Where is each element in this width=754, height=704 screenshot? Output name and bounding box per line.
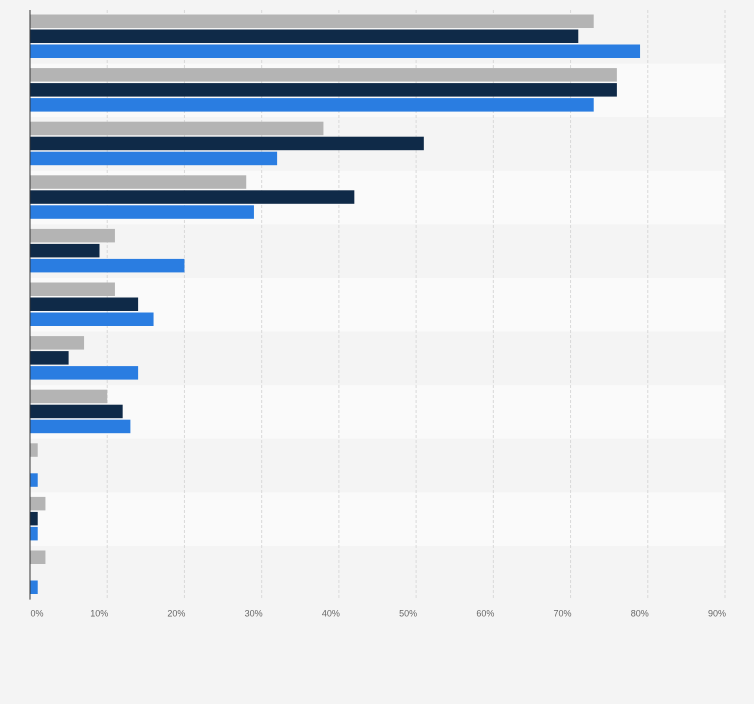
bar-series-1-row-7 [30,336,85,350]
bar-series-2-row-5 [30,243,100,258]
x-tick-label: 10% [90,609,108,619]
bar-series-1-row-6 [30,282,115,296]
row-band [30,385,725,439]
bar-series-3-row-7 [30,366,139,380]
row-band [30,546,725,600]
x-tick-label: 30% [245,609,263,619]
bar-series-3-row-11 [30,580,38,594]
bar-series-2-row-4 [30,190,355,204]
x-tick-label: 80% [631,609,649,619]
x-tick-label: 40% [322,609,340,619]
bar-series-2-row-1 [30,29,579,43]
bar-series-1-row-8 [30,389,108,404]
row-band [30,492,725,546]
x-tick-labels: 0% 10% 20% 30% 40% 50% 60% 70% 80% 90% [30,609,726,619]
bar-series-3-row-2 [30,98,594,112]
x-tick-label: 90% [708,609,726,619]
bar-series-2-row-10 [30,511,38,526]
x-tick-label: 60% [476,609,494,619]
bar-series-3-row-9 [30,473,38,487]
bar-series-1-row-5 [30,228,115,243]
bar-series-1-row-4 [30,175,247,189]
bar-series-2-row-2 [30,83,617,97]
bar-series-2-row-3 [30,136,424,151]
bar-series-1-row-2 [30,68,617,82]
x-tick-label: 70% [554,609,572,619]
bar-series-2-row-7 [30,351,69,365]
bar-series-1-row-10 [30,496,46,511]
bar-series-3-row-4 [30,205,254,219]
bar-series-2-row-8 [30,404,123,419]
bars [30,14,641,594]
bar-series-1-row-9 [30,443,38,457]
row-band [30,331,725,386]
bar-series-3-row-1 [30,44,641,58]
row-band [30,438,725,493]
x-tick-label: 50% [399,609,417,619]
gridlines [106,10,726,600]
bar-series-3-row-3 [30,151,278,166]
bar-series-1-row-11 [30,550,46,564]
bar-series-3-row-10 [30,526,38,541]
bar-series-1-row-3 [30,121,324,136]
x-tick-label: 0% [30,609,43,619]
x-tick-label: 20% [167,609,185,619]
bar-series-1-row-1 [30,14,594,28]
bar-series-3-row-6 [30,312,154,326]
bar-series-2-row-6 [30,297,139,311]
bar-series-3-row-5 [30,258,185,273]
bar-series-3-row-8 [30,419,131,434]
